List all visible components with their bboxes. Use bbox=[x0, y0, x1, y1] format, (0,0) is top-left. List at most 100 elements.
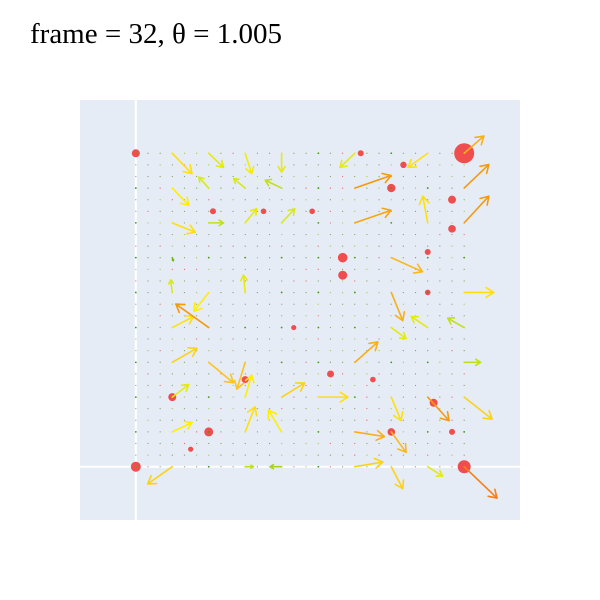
arrow bbox=[134, 326, 137, 329]
grid-point bbox=[196, 466, 198, 468]
grid-point bbox=[281, 442, 283, 445]
arrow bbox=[134, 291, 137, 294]
grid-point bbox=[256, 245, 259, 247]
arrow-stub bbox=[353, 256, 356, 259]
grid-point bbox=[378, 419, 380, 421]
grid-point bbox=[329, 233, 332, 236]
grid-point bbox=[147, 408, 149, 410]
grid-point bbox=[329, 280, 332, 282]
grid-point bbox=[366, 315, 368, 317]
grid-point bbox=[390, 442, 392, 445]
arrow bbox=[446, 317, 465, 329]
grid-point bbox=[135, 268, 137, 270]
grid-point bbox=[366, 233, 368, 236]
arrow bbox=[280, 326, 283, 329]
grid-point bbox=[268, 373, 271, 375]
grid-point bbox=[305, 419, 307, 421]
grid-point bbox=[244, 373, 246, 375]
grid-point bbox=[208, 175, 210, 178]
grid-point bbox=[354, 199, 356, 201]
grid-point bbox=[244, 419, 246, 421]
grid-point bbox=[268, 245, 271, 247]
grid-point bbox=[147, 187, 149, 189]
grid-point bbox=[341, 454, 344, 456]
grid-point bbox=[305, 315, 307, 317]
grid-point bbox=[196, 152, 198, 154]
grid-point bbox=[317, 233, 319, 236]
arrow-head bbox=[171, 258, 175, 262]
grid-point bbox=[281, 268, 283, 270]
grid-point bbox=[208, 384, 210, 387]
grid-point bbox=[256, 291, 259, 294]
grid-point bbox=[171, 350, 173, 352]
arrow bbox=[233, 361, 246, 390]
arrow bbox=[207, 219, 225, 227]
grid-point bbox=[293, 373, 295, 375]
source-marker bbox=[260, 208, 267, 215]
arrow bbox=[244, 207, 258, 224]
arrow-stub bbox=[426, 256, 429, 259]
grid-point bbox=[171, 303, 173, 305]
arrow bbox=[244, 256, 247, 259]
grid-point bbox=[427, 419, 429, 421]
arrow-shaft bbox=[390, 326, 407, 340]
grid-point bbox=[427, 303, 429, 305]
grid-point bbox=[414, 466, 417, 468]
arrow-shaft bbox=[242, 274, 246, 294]
grid-point bbox=[329, 466, 332, 468]
grid-point bbox=[341, 152, 344, 154]
grid-point bbox=[414, 419, 417, 421]
grid-point bbox=[451, 303, 453, 305]
arrow bbox=[418, 195, 430, 224]
grid-point bbox=[256, 350, 259, 352]
grid-point bbox=[256, 466, 259, 468]
arrow bbox=[193, 291, 210, 313]
grid-point bbox=[439, 466, 441, 468]
grid-point bbox=[147, 303, 149, 305]
grid-point bbox=[281, 454, 283, 456]
grid-point bbox=[183, 233, 186, 236]
grid-point bbox=[341, 233, 344, 236]
grid-point bbox=[463, 268, 465, 270]
grid-point bbox=[159, 384, 161, 387]
grid-point bbox=[366, 408, 368, 410]
grid-point bbox=[196, 175, 198, 178]
arrow bbox=[280, 382, 306, 398]
grid-point bbox=[159, 454, 161, 456]
grid-point bbox=[463, 164, 465, 166]
grid-point bbox=[159, 152, 161, 154]
arrow bbox=[239, 274, 249, 294]
arrow bbox=[134, 396, 137, 399]
arrow-shaft bbox=[463, 195, 490, 224]
grid-point bbox=[427, 350, 429, 352]
arrow-head bbox=[277, 165, 286, 173]
grid-point bbox=[390, 303, 392, 305]
arrow-head bbox=[193, 302, 203, 313]
grid-point bbox=[439, 431, 441, 433]
grid-point bbox=[183, 454, 186, 456]
grid-point bbox=[378, 326, 380, 329]
grid-point bbox=[183, 222, 186, 224]
arrow-head bbox=[393, 411, 404, 422]
arrow-head bbox=[167, 279, 175, 285]
grid-point bbox=[244, 315, 246, 317]
arrow-shaft bbox=[171, 315, 195, 329]
grid-point bbox=[390, 233, 392, 236]
grid-point bbox=[378, 454, 380, 456]
grid-point bbox=[135, 199, 137, 201]
source-marker bbox=[370, 376, 376, 383]
arrow-shaft bbox=[146, 465, 174, 485]
grid-point bbox=[293, 442, 295, 445]
grid-point bbox=[451, 152, 453, 154]
grid-point bbox=[220, 454, 222, 456]
arrow-head bbox=[218, 219, 225, 227]
grid-point bbox=[354, 442, 356, 445]
grid-point bbox=[329, 408, 332, 410]
arrow-shaft bbox=[426, 396, 450, 422]
source-marker bbox=[448, 225, 456, 233]
grid-point bbox=[147, 466, 149, 468]
grid-point bbox=[256, 419, 259, 421]
grid-point bbox=[341, 431, 344, 433]
arrow-stub bbox=[317, 361, 320, 364]
arrow-head bbox=[246, 406, 258, 417]
